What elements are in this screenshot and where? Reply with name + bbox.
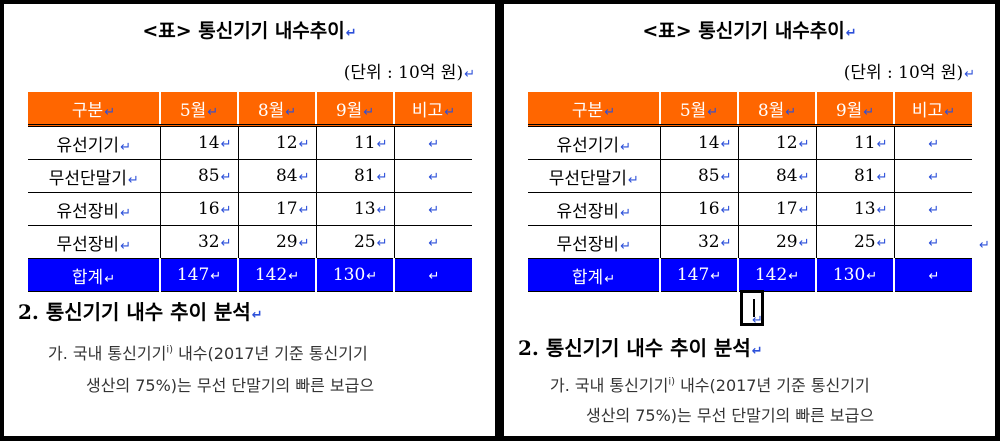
cell-value: 13↵: [315, 192, 394, 226]
footnote-ref[interactable]: i): [668, 376, 675, 388]
paragraph-mark-icon: ↵: [979, 238, 990, 253]
table-caption: <표> 통신기기 내수추이↵: [142, 20, 357, 42]
cell-value: 85↵: [159, 159, 238, 193]
text-cursor-icon: [753, 299, 755, 317]
table-row: 무선단말기↵ 85↵ 84↵ 81↵ ↵: [28, 159, 472, 193]
total-value: 130↵: [815, 258, 894, 292]
section-heading: 2. 통신기기 내수 추이 분석↵: [518, 336, 763, 360]
cell-remark: ↵: [893, 225, 972, 259]
cell-value: 16↵: [159, 192, 238, 226]
header-cell: 9월↵: [815, 92, 894, 127]
header-cell: 구분↵: [528, 92, 660, 127]
cell-value: 14↵: [659, 125, 738, 160]
table-row: 무선단말기↵ 85↵ 84↵ 81↵ ↵: [528, 159, 972, 193]
cell-value: 14↵: [159, 125, 238, 160]
cell-value: 85↵: [659, 159, 738, 193]
total-value: 142↵: [737, 258, 816, 292]
header-cell: 5월↵: [659, 92, 738, 127]
cell-value: 17↵: [737, 192, 816, 226]
total-value: 130↵: [315, 258, 394, 292]
unit-label: (단위 : 10억 원)↵: [843, 63, 975, 83]
table-row: 유선기기↵ 14↵ 12↵ 11↵ ↵: [528, 125, 972, 160]
cell-value: 25↵: [815, 225, 894, 259]
cell-value: 29↵: [737, 225, 816, 259]
cell-value: 13↵: [815, 192, 894, 226]
cell-value: 32↵: [659, 225, 738, 259]
cell-value: 29↵: [237, 225, 316, 259]
total-value: 147↵: [159, 258, 238, 292]
paragraph-mark-icon: ↵: [752, 313, 763, 328]
total-row: 합계↵ 147↵ 142↵ 130↵ ↵: [28, 258, 472, 292]
cell-value: 12↵: [237, 125, 316, 160]
total-value: 147↵: [659, 258, 738, 292]
cell-value: 84↵: [237, 159, 316, 193]
data-table: 구분↵ 5월↵ 8월↵ 9월↵ 비고↵ 유선기기↵ 14↵ 12↵ 11↵ ↵ …: [528, 92, 972, 292]
cell-remark: ↵: [393, 159, 472, 193]
cell-value: 17↵: [237, 192, 316, 226]
cell-value: 25↵: [315, 225, 394, 259]
row-label: 유선장비↵: [28, 192, 160, 226]
total-remark: ↵: [893, 258, 972, 292]
table-caption: <표> 통신기기 내수추이↵: [642, 20, 857, 42]
table-row: 유선장비↵ 16↵ 17↵ 13↵ ↵: [528, 192, 972, 226]
paragraph-mark-icon: ↵: [345, 26, 357, 41]
total-label: 합계↵: [528, 258, 660, 292]
row-label: 유선기기↵: [28, 125, 160, 160]
cell-remark: ↵: [893, 159, 972, 193]
total-value: 142↵: [237, 258, 316, 292]
table-row: 유선장비↵ 16↵ 17↵ 13↵ ↵: [28, 192, 472, 226]
empty-paragraph-cursor[interactable]: ↵: [740, 290, 764, 328]
header-cell: 비고↵: [393, 92, 472, 127]
body-text-line-1: 가. 국내 통신기기i) 내수(2017년 기준 통신기기: [550, 376, 870, 395]
table-header-row: 구분↵ 5월↵ 8월↵ 9월↵ 비고↵: [28, 92, 472, 127]
cell-remark: ↵: [393, 125, 472, 160]
table-row: 유선기기↵ 14↵ 12↵ 11↵ ↵: [28, 125, 472, 160]
header-cell: 비고↵: [893, 92, 972, 127]
cell-remark: ↵: [893, 125, 972, 160]
table-row: 무선장비↵ 32↵ 29↵ 25↵ ↵: [528, 225, 972, 259]
body-text-line-2: 생산의 75%)는 무선 단말기의 빠른 보급으: [86, 376, 375, 395]
cell-remark: ↵: [393, 225, 472, 259]
cell-value: 32↵: [159, 225, 238, 259]
row-label: 유선장비↵: [528, 192, 660, 226]
body-text-line-2: 생산의 75%)는 무선 단말기의 빠른 보급으: [586, 406, 875, 425]
document-page-left: <표> 통신기기 내수추이↵ (단위 : 10억 원)↵ 구분↵ 5월↵ 8월↵…: [4, 4, 495, 436]
document-page-right: <표> 통신기기 내수추이↵ (단위 : 10억 원)↵ 구분↵ 5월↵ 8월↵…: [504, 4, 995, 436]
total-label: 합계↵: [28, 258, 160, 292]
table-row: 무선장비↵ 32↵ 29↵ 25↵ ↵: [28, 225, 472, 259]
unit-label: (단위 : 10억 원)↵: [343, 63, 475, 83]
header-cell: 8월↵: [237, 92, 316, 127]
section-heading: 2. 통신기기 내수 추이 분석↵: [18, 300, 263, 324]
body-text-line-1: 가. 국내 통신기기i) 내수(2017년 기준 통신기기: [48, 344, 368, 363]
cell-value: 16↵: [659, 192, 738, 226]
total-remark: ↵: [393, 258, 472, 292]
cell-value: 11↵: [315, 125, 394, 160]
row-label: 유선기기↵: [528, 125, 660, 160]
cell-remark: ↵: [393, 192, 472, 226]
header-cell: 구분↵: [28, 92, 160, 127]
table-header-row: 구분↵ 5월↵ 8월↵ 9월↵ 비고↵: [528, 92, 972, 127]
cell-value: 12↵: [737, 125, 816, 160]
cell-value: 81↵: [315, 159, 394, 193]
data-table: 구분↵ 5월↵ 8월↵ 9월↵ 비고↵ 유선기기↵ 14↵ 12↵ 11↵ ↵ …: [28, 92, 472, 292]
row-label: 무선장비↵: [528, 225, 660, 259]
header-cell: 9월↵: [315, 92, 394, 127]
row-label: 무선장비↵: [28, 225, 160, 259]
cell-value: 84↵: [737, 159, 816, 193]
row-label: 무선단말기↵: [28, 159, 160, 193]
header-cell: 8월↵: [737, 92, 816, 127]
cell-value: 81↵: [815, 159, 894, 193]
row-label: 무선단말기↵: [528, 159, 660, 193]
cell-remark: ↵: [893, 192, 972, 226]
total-row: 합계↵ 147↵ 142↵ 130↵ ↵: [528, 258, 972, 292]
footnote-ref[interactable]: i): [166, 344, 173, 356]
cell-value: 11↵: [815, 125, 894, 160]
header-cell: 5월↵: [159, 92, 238, 127]
